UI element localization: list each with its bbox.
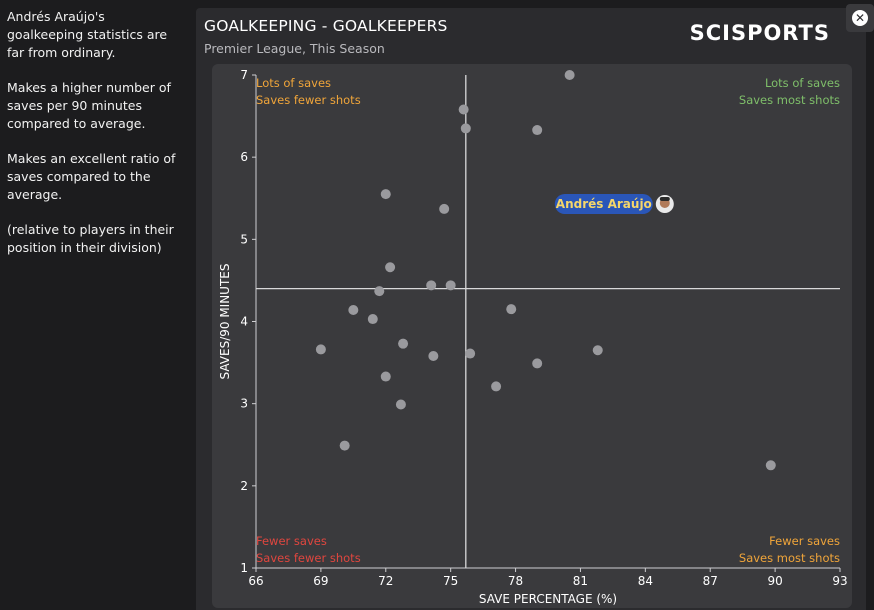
data-point <box>458 104 469 115</box>
data-point <box>460 123 471 134</box>
y-axis-title: SAVES/90 MINUTES <box>218 264 232 380</box>
chart-subtitle: Premier League, This Season <box>204 41 385 56</box>
data-point <box>348 304 359 315</box>
scatter-chart: 66 69 72 75 78 81 84 87 90 93 1 2 3 4 5 6 7 SAVE PERCENTA… <box>218 68 848 606</box>
quadrant-top-left-line2: Saves fewer shots <box>256 93 361 107</box>
insight-note: (relative to players in their position i… <box>7 222 174 255</box>
insight-panel: Andrés Araújo's goalkeeping statistics a… <box>0 0 190 610</box>
data-point <box>532 358 543 369</box>
y-tick-label: 6 <box>240 150 248 164</box>
quadrant-bottom-right-line1: Fewer saves <box>769 534 840 548</box>
x-tick-label: 72 <box>378 574 393 588</box>
data-point <box>398 338 409 349</box>
y-tick-label: 3 <box>240 397 248 411</box>
scatter-plot-area: 66 69 72 75 78 81 84 87 90 93 1 2 3 4 5 6 7 SAVE PERCENTA… <box>212 64 852 608</box>
data-point <box>315 344 326 355</box>
insight-saves: Makes a higher number of saves per 90 mi… <box>7 80 171 131</box>
data-point <box>374 286 385 297</box>
data-point <box>765 460 776 471</box>
y-tick-label: 5 <box>240 232 248 246</box>
data-point <box>491 381 502 392</box>
x-tick-label: 87 <box>703 574 718 588</box>
data-point <box>564 70 575 80</box>
x-tick-label: 81 <box>573 574 588 588</box>
highlight-label: Andrés Araújo <box>556 197 652 211</box>
x-tick-label: 78 <box>508 574 523 588</box>
x-tick-label: 90 <box>767 574 782 588</box>
x-tick-label: 69 <box>313 574 328 588</box>
quadrant-bottom-right-line2: Saves most shots <box>739 551 840 565</box>
insight-ratio: Makes an excellent ratio of saves compar… <box>7 151 176 202</box>
data-point <box>380 189 391 200</box>
close-button[interactable]: ✕ <box>846 4 874 32</box>
data-point <box>367 314 378 325</box>
data-point <box>465 348 476 359</box>
highlight-label-pill <box>554 194 653 215</box>
x-tick-label: 84 <box>638 574 653 588</box>
quadrant-bottom-left-line1: Fewer saves <box>256 534 327 548</box>
chart-title: GOALKEEPING - GOALKEEPERS <box>204 17 448 35</box>
player-avatar-hair <box>659 197 670 202</box>
x-tick-label: 93 <box>832 574 847 588</box>
data-point <box>395 399 406 410</box>
quadrant-top-right-line2: Saves most shots <box>739 93 840 107</box>
insight-summary: Andrés Araújo's goalkeeping statistics a… <box>7 9 168 60</box>
data-point <box>439 203 450 214</box>
data-point <box>428 351 439 362</box>
y-tick-label: 1 <box>240 561 248 575</box>
y-tick-label: 7 <box>240 68 248 82</box>
close-icon: ✕ <box>852 10 868 26</box>
x-axis-title: SAVE PERCENTAGE (%) <box>479 592 617 606</box>
data-point <box>385 262 396 273</box>
data-point <box>532 125 543 136</box>
x-tick-label: 66 <box>248 574 263 588</box>
quadrant-top-right-line1: Lots of saves <box>765 76 840 90</box>
data-point <box>445 280 456 291</box>
x-tick-label: 75 <box>443 574 458 588</box>
data-point <box>339 440 350 451</box>
y-tick-label: 2 <box>240 479 248 493</box>
quadrant-top-left-line1: Lots of saves <box>256 76 331 90</box>
quadrant-bottom-left-line2: Saves fewer shots <box>256 551 361 565</box>
data-point <box>506 304 517 315</box>
y-tick-label: 4 <box>240 315 248 329</box>
data-point <box>426 280 437 291</box>
scisports-logo: SCISPORTS <box>689 21 830 45</box>
data-point <box>592 345 603 356</box>
data-point <box>380 371 391 382</box>
